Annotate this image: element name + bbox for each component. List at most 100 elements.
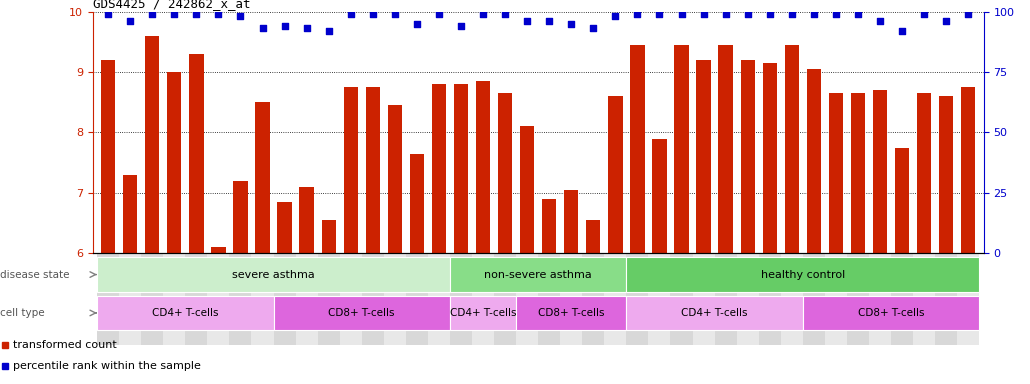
Bar [300, 187, 314, 253]
Point [276, 23, 293, 29]
Point [188, 11, 205, 17]
Bar [608, 96, 622, 253]
Bar [630, 45, 645, 253]
Bar [935, 253, 957, 345]
Bar [520, 126, 535, 253]
Bar [564, 190, 579, 253]
Bar [917, 93, 931, 253]
Bar [785, 45, 799, 253]
Point [541, 18, 557, 24]
Bar [895, 147, 909, 253]
Bar [167, 72, 181, 253]
Bar [387, 105, 402, 253]
Text: non-severe asthma: non-severe asthma [484, 270, 592, 280]
Point [761, 11, 778, 17]
Text: CD4+ T-cells: CD4+ T-cells [450, 308, 516, 318]
Point [144, 11, 161, 17]
Bar [736, 253, 759, 345]
Bar [802, 296, 980, 330]
Point [717, 11, 733, 17]
Bar [516, 253, 538, 345]
Bar [671, 253, 692, 345]
Bar [652, 139, 666, 253]
Bar [538, 253, 560, 345]
Point [100, 11, 116, 17]
Point [431, 11, 447, 17]
Point [805, 11, 822, 17]
Point [585, 25, 602, 31]
Bar [869, 253, 891, 345]
Bar [233, 181, 247, 253]
Point [453, 23, 470, 29]
Bar [476, 81, 490, 253]
Text: percentile rank within the sample: percentile rank within the sample [12, 361, 201, 371]
Bar [762, 63, 777, 253]
Bar [427, 253, 450, 345]
Point [871, 18, 888, 24]
Bar [344, 87, 357, 253]
Bar [101, 60, 115, 253]
Bar [586, 220, 600, 253]
Text: healthy control: healthy control [761, 270, 845, 280]
Bar [432, 84, 446, 253]
Bar [891, 253, 913, 345]
Bar [494, 253, 516, 345]
Point [365, 11, 381, 17]
Point [850, 11, 866, 17]
Point [674, 11, 690, 17]
Point [475, 11, 491, 17]
Point [496, 11, 513, 17]
Bar [119, 253, 141, 345]
Text: transformed count: transformed count [12, 339, 116, 350]
Bar [255, 102, 270, 253]
Bar [384, 253, 406, 345]
Bar [450, 257, 626, 292]
Bar [759, 253, 781, 345]
Bar [274, 296, 450, 330]
Bar [781, 253, 802, 345]
Point [740, 11, 756, 17]
Bar [696, 60, 711, 253]
Bar [675, 45, 689, 253]
Text: CD8+ T-cells: CD8+ T-cells [329, 308, 394, 318]
Point [166, 11, 182, 17]
Bar [454, 84, 469, 253]
Bar [692, 253, 715, 345]
Point [695, 11, 712, 17]
Bar [829, 93, 844, 253]
Bar [450, 296, 516, 330]
Bar [472, 253, 494, 345]
Bar [497, 93, 512, 253]
Point [122, 18, 138, 24]
Bar [141, 253, 164, 345]
Text: disease state: disease state [0, 270, 69, 280]
Bar [605, 253, 626, 345]
Bar [296, 253, 317, 345]
Bar [450, 253, 472, 345]
Bar [251, 253, 274, 345]
Bar [741, 60, 755, 253]
Bar [939, 96, 954, 253]
Bar [97, 296, 274, 330]
Bar [825, 253, 847, 345]
Text: cell type: cell type [0, 308, 44, 318]
Point [651, 11, 667, 17]
Text: CD4+ T-cells: CD4+ T-cells [152, 308, 218, 318]
Bar [362, 253, 384, 345]
Bar [230, 253, 251, 345]
Bar [802, 253, 825, 345]
Bar [164, 253, 185, 345]
Bar [185, 253, 207, 345]
Bar [340, 253, 362, 345]
Bar [277, 202, 291, 253]
Bar [145, 36, 160, 253]
Bar [626, 257, 980, 292]
Point [519, 18, 536, 24]
Bar [366, 87, 380, 253]
Bar [626, 296, 802, 330]
Text: severe asthma: severe asthma [232, 270, 315, 280]
Bar [560, 253, 582, 345]
Point [894, 28, 911, 34]
Bar [913, 253, 935, 345]
Bar [851, 93, 865, 253]
